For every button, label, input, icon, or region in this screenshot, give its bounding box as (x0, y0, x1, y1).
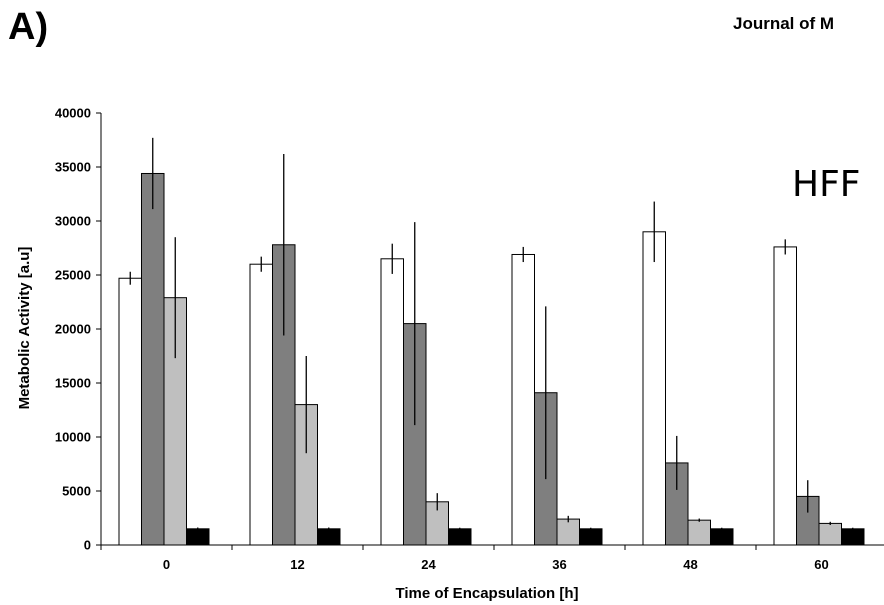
y-tick-label: 20000 (55, 322, 91, 337)
y-axis-title: Metabolic Activity [a.u] (16, 247, 33, 410)
bar (773, 246, 797, 546)
panel-label: A) (8, 6, 49, 48)
bar (448, 528, 472, 546)
bar (249, 263, 273, 546)
y-tick-label: 10000 (55, 430, 91, 445)
y-tick-label: 25000 (55, 268, 91, 283)
bar (556, 518, 580, 546)
x-axis-title: Time of Encapsulation [h] (395, 585, 578, 602)
bar (380, 258, 404, 546)
y-tick-label: 35000 (55, 160, 91, 175)
x-tick-label: 48 (683, 557, 697, 572)
bar (687, 519, 711, 546)
x-tick-label: 60 (814, 557, 828, 572)
bars-layer (118, 172, 865, 546)
bar (841, 528, 865, 546)
bar (317, 528, 341, 546)
y-tick-label: 15000 (55, 376, 91, 391)
bar (818, 522, 842, 546)
bar (141, 172, 165, 546)
x-tick-label: 24 (421, 557, 436, 572)
bar (118, 277, 142, 546)
x-tick-label: 0 (163, 557, 170, 572)
x-tick-label: 12 (290, 557, 304, 572)
bar (579, 528, 603, 546)
chart-annotation: HFF (792, 164, 860, 205)
axes-layer (96, 112, 884, 550)
bar (710, 528, 734, 546)
y-tick-label: 30000 (55, 214, 91, 229)
y-tick-label: 40000 (55, 106, 91, 121)
bar (186, 528, 210, 546)
error-bars-layer (129, 137, 854, 531)
y-tick-label: 0 (84, 538, 91, 553)
x-tick-label: 36 (552, 557, 566, 572)
bar (642, 231, 666, 546)
y-tick-label: 5000 (62, 484, 91, 499)
bar (511, 253, 535, 546)
journal-header: Journal of M (733, 14, 835, 33)
labels-layer: 0 5000 10000 15000 20000 25000 30000 35000 40000… (55, 106, 829, 573)
